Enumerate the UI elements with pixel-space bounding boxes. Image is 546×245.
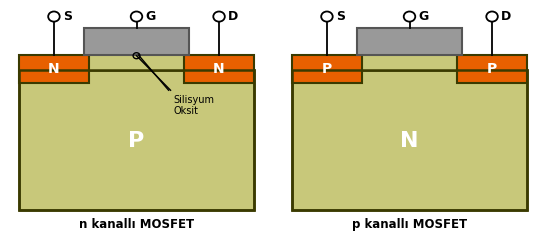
Text: P: P: [322, 62, 332, 76]
Bar: [292, 55, 363, 83]
Bar: [19, 70, 254, 210]
Text: D: D: [501, 10, 512, 23]
Text: N: N: [48, 62, 60, 76]
Bar: [292, 55, 527, 70]
Text: P: P: [128, 131, 145, 151]
Text: P: P: [487, 62, 497, 76]
Text: S: S: [336, 10, 345, 23]
Text: N: N: [213, 62, 225, 76]
Bar: [183, 55, 254, 83]
Text: Silisyum
Oksit: Silisyum Oksit: [173, 95, 214, 116]
Text: D: D: [228, 10, 239, 23]
Text: S: S: [63, 10, 72, 23]
Text: n kanallı MOSFET: n kanallı MOSFET: [79, 218, 194, 231]
Text: N: N: [400, 131, 419, 151]
Text: p kanallı MOSFET: p kanallı MOSFET: [352, 218, 467, 231]
Bar: [19, 55, 90, 83]
Bar: [19, 55, 254, 70]
Text: G: G: [146, 10, 156, 23]
Bar: [19, 70, 254, 210]
Text: G: G: [419, 10, 429, 23]
Bar: [292, 70, 527, 210]
Bar: [363, 55, 456, 70]
Bar: [90, 55, 183, 70]
Bar: [292, 70, 527, 210]
Bar: [357, 28, 462, 55]
Bar: [456, 55, 527, 83]
Bar: [84, 28, 189, 55]
